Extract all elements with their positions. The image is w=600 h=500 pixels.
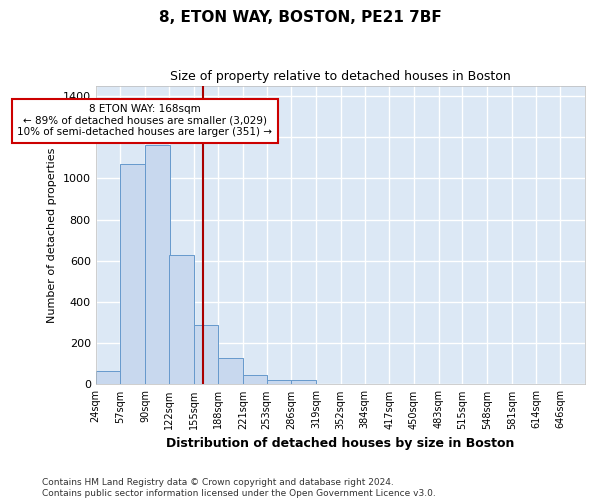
Bar <box>95 371 120 384</box>
X-axis label: Distribution of detached houses by size in Boston: Distribution of detached houses by size … <box>166 437 515 450</box>
Text: 8 ETON WAY: 168sqm
← 89% of detached houses are smaller (3,029)
10% of semi-deta: 8 ETON WAY: 168sqm ← 89% of detached hou… <box>17 104 272 138</box>
Bar <box>292 380 316 384</box>
Bar <box>120 164 145 384</box>
Text: Contains HM Land Registry data © Crown copyright and database right 2024.
Contai: Contains HM Land Registry data © Crown c… <box>42 478 436 498</box>
Bar <box>169 254 194 384</box>
Bar <box>145 146 170 384</box>
Text: 8, ETON WAY, BOSTON, PE21 7BF: 8, ETON WAY, BOSTON, PE21 7BF <box>158 10 442 25</box>
Bar <box>243 375 268 384</box>
Bar <box>194 324 218 384</box>
Bar <box>267 380 292 384</box>
Bar <box>218 358 243 384</box>
Title: Size of property relative to detached houses in Boston: Size of property relative to detached ho… <box>170 70 511 83</box>
Y-axis label: Number of detached properties: Number of detached properties <box>47 148 57 322</box>
